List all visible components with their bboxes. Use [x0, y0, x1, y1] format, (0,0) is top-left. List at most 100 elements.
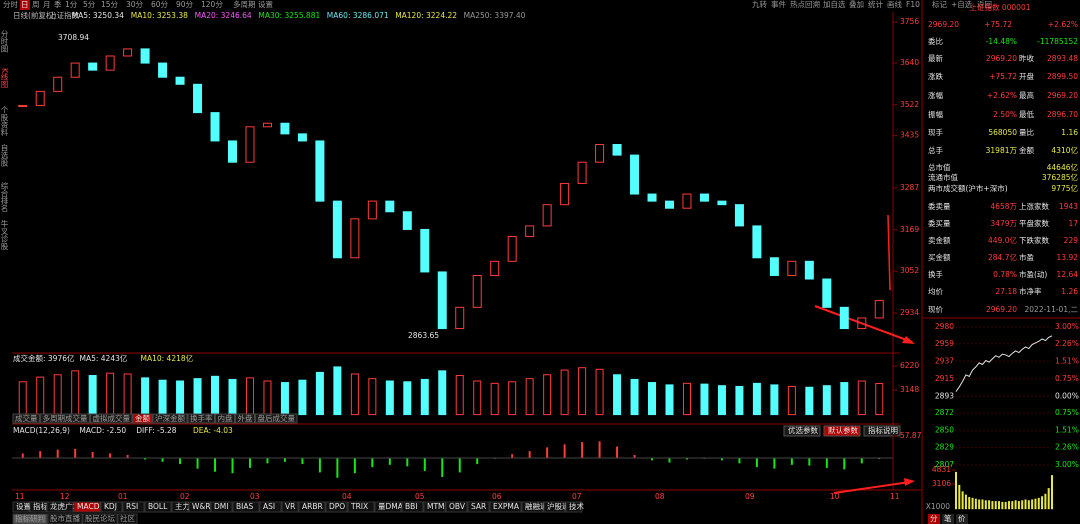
sidebar-tab[interactable]: 牛叉诊股	[0, 219, 9, 252]
indicator-tab[interactable]: BBI	[405, 502, 418, 511]
period-tab[interactable]: 1分	[65, 0, 78, 9]
indicator-tab[interactable]: 龙虎广场	[50, 501, 80, 511]
macd-button-bg	[783, 425, 821, 437]
intraday-tab-bg	[942, 514, 954, 524]
volume-tab[interactable]: 盘后成交量	[258, 413, 296, 423]
period-tab[interactable]: 多周期	[233, 0, 256, 9]
quote-label: 振幅	[928, 109, 943, 119]
ma-legend: MA120: 3224.22	[395, 11, 457, 20]
macd-button[interactable]: 默认参数	[828, 425, 858, 435]
indicator-tab[interactable]: W&R	[192, 502, 210, 511]
indicator-tab[interactable]: RSI	[126, 502, 138, 511]
volume-bar	[717, 385, 726, 416]
indicator-tab[interactable]: 量DMA	[378, 502, 404, 511]
toolbar-action[interactable]: 统计	[868, 0, 883, 9]
intraday-tab[interactable]: 价	[958, 514, 966, 523]
volume-tab[interactable]: 虚拟成交量	[93, 413, 131, 423]
quote-value: 44646亿	[1047, 162, 1079, 172]
indicator-tab-bg	[259, 501, 282, 513]
toolbar-action[interactable]: 事件	[771, 0, 786, 9]
volume-tab[interactable]: 多周期成交量	[43, 413, 88, 423]
volume-tab[interactable]: 沪深金额	[155, 413, 185, 423]
month-label: 11	[15, 492, 25, 501]
sidebar-tab[interactable]: K线图	[0, 68, 9, 89]
sidebar-tab[interactable]: 分时图	[0, 30, 9, 54]
indicator-tab[interactable]: KDJ	[104, 502, 117, 511]
indicator-tab[interactable]: OBV	[449, 502, 466, 511]
toolbar-action[interactable]: 加自选	[823, 0, 846, 9]
period-tab[interactable]: 分时	[3, 0, 18, 9]
indicator-tab[interactable]: MACD	[77, 502, 100, 511]
toolbar-action[interactable]: 返回	[977, 0, 992, 9]
bottom-tab[interactable]: 股市直播	[50, 513, 80, 523]
indicator-tab[interactable]: MTM	[427, 502, 445, 511]
quote-label: 两市成交额(沪市+深市)	[928, 183, 1008, 193]
period-tab[interactable]: 日	[21, 0, 29, 9]
indicator-tab[interactable]: 融融通	[525, 501, 548, 511]
volume-tab[interactable]: 金额	[135, 413, 150, 423]
indicator-tab[interactable]: 沪股通	[547, 501, 570, 511]
candle	[560, 182, 570, 206]
toolbar-action[interactable]: +自选	[951, 0, 973, 9]
volume-tab[interactable]: 外盘	[238, 413, 253, 423]
indicator-tab[interactable]: ARBR	[302, 502, 323, 511]
toolbar-action[interactable]: 叠加	[849, 0, 864, 9]
month-label: 05	[415, 492, 425, 501]
macd-button[interactable]: 指标说明	[868, 425, 898, 435]
intraday-tab[interactable]: 分	[930, 514, 938, 523]
indicator-tab[interactable]: EXPMA	[493, 502, 520, 511]
arrow	[814, 305, 913, 343]
quote-value: 2969.20	[1047, 91, 1078, 100]
sidebar-tab[interactable]: 自选股	[0, 143, 9, 168]
indicator-tab[interactable]: TRIX	[350, 502, 368, 511]
bottom-tab[interactable]: 股民论坛	[85, 513, 115, 523]
toolbar-action[interactable]: 九转	[752, 0, 767, 9]
period-tab[interactable]: 季	[54, 0, 62, 9]
volume-bar	[228, 378, 237, 416]
intraday-pct-label: 0.75%	[1055, 408, 1079, 417]
volume-tab[interactable]: 内盘	[218, 413, 233, 423]
indicator-tab[interactable]: ASI	[263, 502, 275, 511]
quote-value: 2893.48	[1047, 54, 1078, 63]
indicator-tab[interactable]: BIAS	[236, 502, 253, 511]
macd-button[interactable]: 优选参数	[788, 425, 818, 435]
quote-label: 委买量	[928, 218, 951, 228]
indicator-tab[interactable]: 指标	[33, 501, 48, 511]
sidebar-tab[interactable]: 个股资料	[0, 106, 9, 138]
volume-tab-bg	[40, 413, 90, 424]
indicator-tab[interactable]: VR	[285, 502, 295, 511]
period-tab[interactable]: 120分	[201, 0, 223, 9]
period-tab[interactable]: 设置	[258, 0, 273, 9]
indicator-tab[interactable]: BOLL	[148, 502, 168, 511]
volume-tab-bg	[12, 413, 40, 424]
indicator-tab[interactable]: DMI	[214, 502, 228, 511]
volume-tab[interactable]: 成交量	[15, 413, 38, 423]
indicator-tab[interactable]: 设置	[16, 501, 31, 511]
toolbar-action[interactable]: F10	[906, 0, 920, 9]
period-tab[interactable]: 30分	[126, 0, 144, 9]
toolbar-action[interactable]: 画线	[887, 0, 902, 9]
quote-label: 下跌家数	[1019, 235, 1049, 245]
bottom-tab[interactable]: 社区	[120, 513, 135, 523]
sidebar-tab[interactable]: 综合排名	[0, 181, 9, 214]
toolbar-action[interactable]: 热点回溯	[790, 0, 820, 9]
indicator-tab[interactable]: 主力	[175, 501, 190, 511]
period-tab[interactable]: 周	[32, 0, 40, 9]
period-tab[interactable]: 15分	[101, 0, 119, 9]
volume-bar	[613, 374, 622, 416]
month-label: 02	[180, 492, 190, 501]
period-tab[interactable]: 60分	[151, 0, 169, 9]
toolbar-action[interactable]: 标记	[932, 0, 947, 9]
period-tab[interactable]: 月	[43, 0, 51, 9]
indicator-tab[interactable]: DPO	[329, 502, 345, 511]
bottom-tab[interactable]: 指标研判	[15, 513, 45, 523]
period-tab[interactable]: 90分	[176, 0, 194, 9]
quote-label: 均价	[928, 286, 943, 296]
indicator-tab[interactable]: SAR	[471, 502, 486, 511]
candle	[490, 260, 500, 276]
indicator-tab[interactable]: 技术	[569, 501, 584, 511]
intraday-tab[interactable]: 笔	[944, 513, 952, 523]
volume-tab[interactable]: 换手率	[190, 413, 213, 423]
period-tab[interactable]: 5分	[83, 0, 96, 9]
